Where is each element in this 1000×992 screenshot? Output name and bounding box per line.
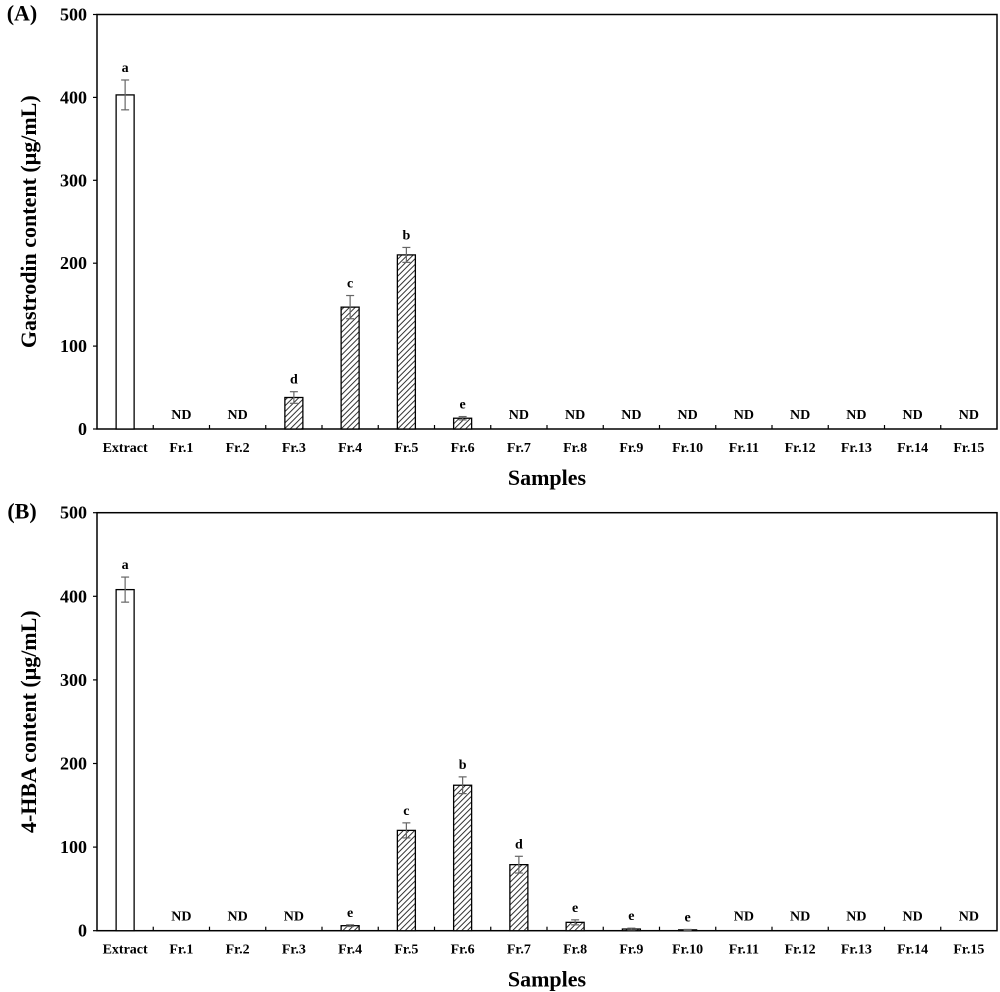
significance-label: a [122, 558, 129, 573]
significance-label: c [403, 804, 409, 819]
bar [115, 588, 135, 932]
x-tick-label: Fr.8 [563, 943, 587, 958]
y-tick-label: 200 [60, 754, 87, 774]
nd-label: ND [903, 910, 923, 925]
x-tick-label: Fr.7 [507, 943, 531, 958]
bar [396, 254, 417, 430]
x-tick-label: Fr.10 [672, 441, 703, 456]
x-tick-label: Fr.4 [338, 441, 362, 456]
x-tick-label: Fr.11 [729, 943, 759, 958]
nd-label: ND [846, 408, 866, 423]
x-tick-label: Fr.5 [394, 441, 418, 456]
significance-label: e [347, 906, 353, 921]
significance-label: a [122, 61, 129, 76]
x-tick-label: Fr.3 [282, 441, 306, 456]
x-tick-label: Extract [103, 441, 148, 456]
plot-frame [96, 13, 998, 430]
bar [396, 829, 417, 932]
nd-label: ND [846, 910, 866, 925]
nd-label: ND [734, 910, 754, 925]
x-tick-label: Fr.9 [619, 943, 643, 958]
y-tick-label: 100 [60, 837, 87, 857]
nd-label: ND [171, 910, 191, 925]
bar [509, 864, 529, 932]
nd-label: ND [959, 910, 979, 925]
x-tick-label: Fr.6 [451, 943, 475, 958]
x-tick-label: Fr.15 [953, 943, 984, 958]
significance-label: e [685, 910, 691, 925]
x-tick-label: Fr.1 [169, 441, 193, 456]
nd-label: ND [790, 408, 810, 423]
nd-label: ND [678, 408, 698, 423]
x-tick-label: Fr.9 [619, 441, 643, 456]
significance-label: e [628, 909, 634, 924]
y-tick-label: 300 [60, 170, 87, 190]
significance-label: d [515, 837, 523, 852]
x-axis-title: Samples [508, 967, 587, 992]
y-tick-label: 400 [60, 586, 87, 606]
significance-label: c [347, 277, 353, 292]
bar [340, 306, 360, 430]
x-tick-label: Fr.5 [394, 943, 418, 958]
x-tick-label: Fr.11 [729, 441, 759, 456]
x-tick-label: Fr.3 [282, 943, 306, 958]
chart-panel-a: 0 100 200 300 400 500 Extract a Fr.1 ND Fr.2 ND Fr.3… [7, 1, 998, 490]
significance-label: b [402, 228, 410, 243]
y-tick-label: 400 [60, 87, 87, 107]
nd-label: ND [228, 910, 248, 925]
x-tick-label: Fr.14 [897, 943, 928, 958]
y-tick-label: 200 [60, 253, 87, 273]
x-tick-label: Fr.2 [226, 441, 250, 456]
y-tick-label: 500 [60, 5, 87, 25]
nd-label: ND [171, 408, 191, 423]
nd-label: ND [903, 408, 923, 423]
x-tick-label: Fr.6 [451, 441, 475, 456]
x-tick-label: Fr.1 [169, 943, 193, 958]
y-tick-label: 500 [60, 503, 87, 523]
y-axis-title: Gastrodin content (μg/mL) [16, 95, 41, 348]
nd-label: ND [790, 910, 810, 925]
x-tick-label: Fr.13 [841, 943, 872, 958]
nd-label: ND [565, 408, 585, 423]
significance-label: e [572, 901, 578, 916]
x-tick-label: Fr.13 [841, 441, 872, 456]
x-tick-label: Fr.12 [785, 943, 816, 958]
nd-label: ND [734, 408, 754, 423]
y-axis-title: 4-HBA content (μg/mL) [16, 610, 41, 833]
y-tick-label: 0 [78, 419, 87, 439]
x-tick-label: Fr.10 [672, 943, 703, 958]
plot-frame [96, 511, 998, 932]
x-tick-label: Fr.7 [507, 441, 531, 456]
nd-label: ND [284, 910, 304, 925]
significance-label: e [460, 398, 466, 413]
x-tick-label: Fr.12 [785, 441, 816, 456]
panel-label: (B) [7, 499, 36, 524]
x-tick-label: Fr.15 [953, 441, 984, 456]
nd-label: ND [959, 408, 979, 423]
significance-label: b [459, 758, 467, 773]
x-tick-label: Extract [103, 943, 148, 958]
x-tick-label: Fr.4 [338, 943, 362, 958]
x-tick-label: Fr.2 [226, 943, 250, 958]
x-tick-label: Fr.8 [563, 441, 587, 456]
y-tick-label: 0 [78, 921, 87, 941]
nd-label: ND [228, 408, 248, 423]
significance-label: d [290, 373, 298, 388]
panel-label: (A) [7, 1, 38, 26]
x-tick-label: Fr.14 [897, 441, 928, 456]
x-axis-title: Samples [508, 465, 587, 490]
nd-label: ND [621, 408, 641, 423]
y-tick-label: 300 [60, 670, 87, 690]
bar [115, 94, 135, 430]
y-tick-label: 100 [60, 336, 87, 356]
chart-panel-b: 0 100 200 300 400 500 Extract a Fr.1 ND Fr.2 ND Fr.3… [7, 499, 998, 992]
bar [452, 784, 473, 932]
nd-label: ND [509, 408, 529, 423]
